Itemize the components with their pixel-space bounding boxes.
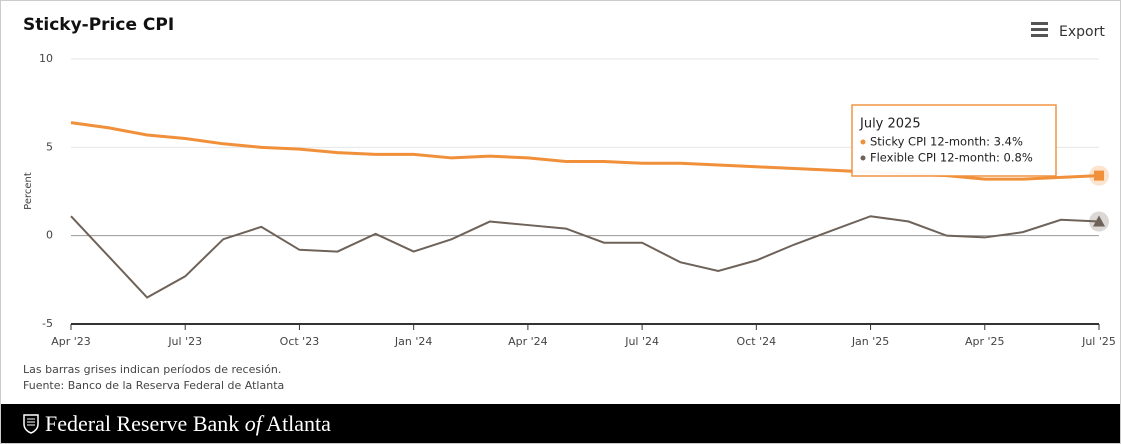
x-tick-label: Oct '24 xyxy=(737,335,777,348)
tooltip: July 2025 Sticky CPI 12-month: 3.4% Flexib… xyxy=(851,104,1057,177)
footer-text: of xyxy=(244,411,262,436)
x-tick-label: Apr '25 xyxy=(965,335,1005,348)
footer-text: Atlanta xyxy=(261,411,331,436)
footer: Federal Reserve Bank of Atlanta xyxy=(1,404,1120,443)
chart: Sticky-Price CPI Export Percent Las barr… xyxy=(23,15,1116,392)
y-tick-label: -5 xyxy=(42,317,53,330)
export-button[interactable]: Export xyxy=(1031,22,1105,40)
menu-icon xyxy=(1031,34,1048,37)
x-tick-label: Jul '24 xyxy=(624,335,659,348)
series-line xyxy=(70,215,1100,299)
y-tick-label: 10 xyxy=(39,52,53,65)
chart-title: Sticky-Price CPI xyxy=(23,15,174,35)
tooltip-title: July 2025 xyxy=(859,117,921,132)
logo xyxy=(23,414,39,434)
x-tick-label: Jul '25 xyxy=(1081,335,1116,348)
x-tick-label: Jan '24 xyxy=(394,335,432,348)
x-tick-label: Jan '25 xyxy=(851,335,889,348)
y-tick-label: 5 xyxy=(46,140,53,153)
note: Las barras grises indican períodos de re… xyxy=(23,363,281,376)
tooltip-line: Flexible CPI 12-month: 0.8% xyxy=(870,151,1033,165)
footer-text: Federal Reserve Bank xyxy=(45,411,245,436)
hover-marker xyxy=(1093,215,1105,227)
menu-icon xyxy=(1031,28,1048,31)
export-label[interactable]: Export xyxy=(1059,24,1105,40)
y-tick-label: 0 xyxy=(46,229,53,242)
tooltip-box xyxy=(851,104,1057,177)
x-tick-label: Apr '24 xyxy=(508,335,548,348)
x-tick-label: Oct '23 xyxy=(280,335,320,348)
x-tick-label: Apr '23 xyxy=(51,335,91,348)
tooltip-dot xyxy=(860,155,866,161)
y-axis-label: Percent xyxy=(23,172,34,210)
hover-marker xyxy=(1094,170,1104,181)
x-tick-label: Jul '23 xyxy=(167,335,202,348)
tooltip-dot xyxy=(860,139,866,145)
note: Fuente: Banco de la Reserva Federal de A… xyxy=(23,379,284,392)
menu-icon xyxy=(1031,22,1048,25)
tooltip-line: Sticky CPI 12-month: 3.4% xyxy=(870,135,1023,149)
